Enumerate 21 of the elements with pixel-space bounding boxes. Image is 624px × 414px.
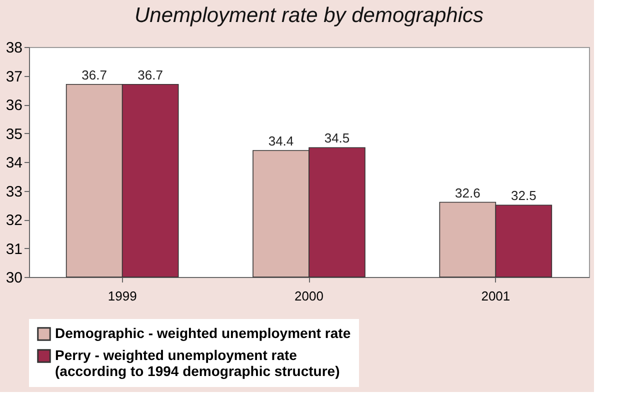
y-tick-label: 35 <box>6 126 22 143</box>
data-label: 36.7 <box>82 67 107 82</box>
data-label: 36.7 <box>138 67 163 82</box>
data-label: 34.5 <box>324 130 350 146</box>
data-label: 32.6 <box>455 185 480 200</box>
legend-label: Demographic - weighted unemployment rate <box>55 325 351 341</box>
y-tick-label: 36 <box>6 97 22 114</box>
y-tick-label: 32 <box>6 212 22 229</box>
legend-label: Perry - weighted unemployment rate (according to 1994 demographic structure) <box>55 347 340 379</box>
y-tick-label: 33 <box>6 183 22 200</box>
chart-title: Unemployment rate by demographics <box>134 4 484 27</box>
y-tick-label: 31 <box>6 240 22 258</box>
x-tick-label: 2001 <box>481 288 510 304</box>
data-label: 34.4 <box>268 134 294 148</box>
y-tick-label: 38 <box>6 40 22 56</box>
data-label: 32.5 <box>511 188 536 204</box>
y-tick-label: 37 <box>6 68 22 86</box>
y-tick-label: 30 <box>6 270 22 286</box>
x-tick-label: 1999 <box>108 288 137 304</box>
y-tick-label: 34 <box>6 154 22 172</box>
x-tick-label: 2000 <box>294 288 324 304</box>
